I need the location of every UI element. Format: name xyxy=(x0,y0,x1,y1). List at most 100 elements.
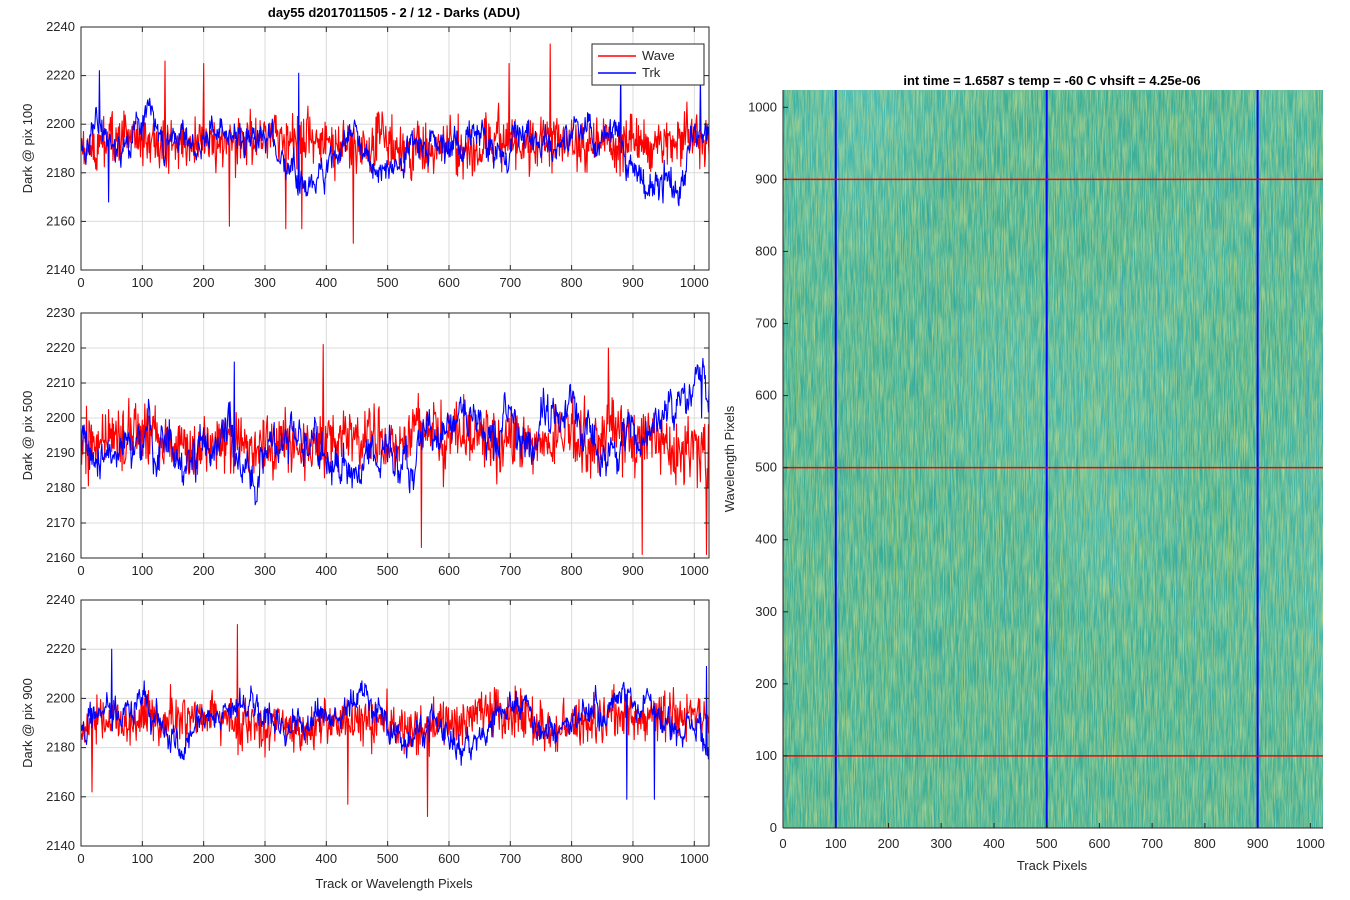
x-tick-label: 0 xyxy=(77,563,84,578)
x-tick-label: 400 xyxy=(315,851,337,866)
dark-pix-900-plot: 0 100 200 300 400 500 600 700 800 900 1000 2140 2160… xyxy=(20,592,710,866)
x-tick-label: 600 xyxy=(438,851,460,866)
x-tick-label: 0 xyxy=(77,275,84,290)
y-tick-label: 2210 xyxy=(46,375,75,390)
x-tick-label: 100 xyxy=(131,275,153,290)
x-tick-label: 0 xyxy=(77,851,84,866)
axes-box xyxy=(80,312,710,559)
heatmap-x-axis-label: Track Pixels xyxy=(1017,858,1088,873)
x-tick-label: 300 xyxy=(254,851,276,866)
x-tick-label: 700 xyxy=(499,563,521,578)
x-tick-label: 300 xyxy=(254,275,276,290)
y-tick-label: 2180 xyxy=(46,740,75,755)
heatmap-y-tick-label: 500 xyxy=(755,460,777,475)
heatmap-y-tick-label: 100 xyxy=(755,748,777,763)
x-tick-label: 500 xyxy=(377,275,399,290)
x-tick-label: 400 xyxy=(315,563,337,578)
y-tick-label: 2140 xyxy=(46,838,75,853)
y-tick-label: 2180 xyxy=(46,165,75,180)
y-tick-label: 2200 xyxy=(46,410,75,425)
dark-pix-500-plot: 0 100 200 300 400 500 600 700 800 900 1000 2160 2170… xyxy=(20,305,710,578)
y-tick-label: 2220 xyxy=(46,340,75,355)
figure-title: day55 d2017011505 - 2 / 12 - Darks (ADU) xyxy=(268,5,520,20)
heatmap-x-tick-label: 700 xyxy=(1141,836,1163,851)
series-line-wave xyxy=(81,43,710,244)
heatmap-y-tick-label: 600 xyxy=(755,388,777,403)
y-tick-label: 2180 xyxy=(46,480,75,495)
heatmap-x-tick-label: 900 xyxy=(1247,836,1269,851)
x-tick-label: 100 xyxy=(131,851,153,866)
y-tick-label: 2200 xyxy=(46,690,75,705)
x-tick-label: 800 xyxy=(561,275,583,290)
x-tick-label: 700 xyxy=(499,275,521,290)
y-tick-label: 2170 xyxy=(46,515,75,530)
heatmap-y-tick-label: 300 xyxy=(755,604,777,619)
dark-pix-100-plot: 0 100 200 300 400 500 600 700 800 900 1000 2140 2160… xyxy=(20,19,710,290)
y-tick-label: 2220 xyxy=(46,68,75,83)
heatmap-title: int time = 1.6587 s temp = -60 C vhsift … xyxy=(903,73,1200,88)
x-tick-label: 200 xyxy=(193,563,215,578)
heatmap-x-tick-label: 300 xyxy=(930,836,952,851)
heatmap-x-tick-label: 800 xyxy=(1194,836,1216,851)
x-tick-label: 200 xyxy=(193,851,215,866)
heatmap-y-axis-label: Wavelength Pixels xyxy=(722,405,737,512)
y-tick-label: 2230 xyxy=(46,305,75,320)
y-tick-label: 2140 xyxy=(46,262,75,277)
heatmap-y-tick-label: 700 xyxy=(755,316,777,331)
heatmap-y-tick-label: 900 xyxy=(755,171,777,186)
x-tick-label: 1000 xyxy=(680,275,709,290)
legend-label-wave: Wave xyxy=(642,48,675,63)
x-tick-label: 500 xyxy=(377,851,399,866)
axes-box xyxy=(80,26,710,271)
heatmap-x-tick-label: 0 xyxy=(779,836,786,851)
y-tick-label: 2240 xyxy=(46,19,75,34)
legend-box xyxy=(591,43,705,86)
x-tick-label: 300 xyxy=(254,563,276,578)
y-tick-label: 2160 xyxy=(46,213,75,228)
heatmap-x-tick-label: 400 xyxy=(983,836,1005,851)
series-line-wave xyxy=(81,624,710,818)
heatmap-x-tick-label: 200 xyxy=(878,836,900,851)
heatmap-y-tick-label: 800 xyxy=(755,243,777,258)
y-axis-label: Dark @ pix 500 xyxy=(20,391,35,481)
x-tick-label: 900 xyxy=(622,275,644,290)
y-tick-label: 2190 xyxy=(46,445,75,460)
series-line-trk xyxy=(81,357,710,506)
axes-box xyxy=(80,599,710,847)
heatmap-x-tick-label: 500 xyxy=(1036,836,1058,851)
heatmap-pixel-texture xyxy=(783,90,1323,828)
y-axis-label: Dark @ pix 900 xyxy=(20,678,35,768)
legend: Wave Trk xyxy=(591,43,705,86)
heatmap-y-tick-label: 200 xyxy=(755,676,777,691)
x-tick-label: 900 xyxy=(622,851,644,866)
x-tick-label: 100 xyxy=(131,563,153,578)
heatmap-x-tick-label: 600 xyxy=(1089,836,1111,851)
heatmap-y-tick-label: 400 xyxy=(755,532,777,547)
heatmap-x-tick-label: 100 xyxy=(825,836,847,851)
x-tick-label: 700 xyxy=(499,851,521,866)
x-tick-label: 800 xyxy=(561,563,583,578)
x-tick-label: 400 xyxy=(315,275,337,290)
x-tick-label: 600 xyxy=(438,563,460,578)
shared-x-axis-label: Track or Wavelength Pixels xyxy=(315,876,473,891)
y-tick-label: 2240 xyxy=(46,592,75,607)
heatmap-y-tick-label: 1000 xyxy=(748,99,777,114)
y-tick-label: 2160 xyxy=(46,550,75,565)
x-tick-label: 600 xyxy=(438,275,460,290)
x-tick-label: 1000 xyxy=(680,563,709,578)
heatmap-y-tick-label: 0 xyxy=(770,820,777,835)
y-axis-label: Dark @ pix 100 xyxy=(20,104,35,194)
y-tick-label: 2160 xyxy=(46,789,75,804)
x-tick-label: 1000 xyxy=(680,851,709,866)
y-tick-label: 2200 xyxy=(46,116,75,131)
series-line-trk xyxy=(81,70,710,207)
x-tick-label: 800 xyxy=(561,851,583,866)
x-tick-label: 200 xyxy=(193,275,215,290)
series-line-trk xyxy=(81,648,710,800)
x-tick-label: 900 xyxy=(622,563,644,578)
series-line-wave xyxy=(81,343,710,556)
legend-label-trk: Trk xyxy=(642,65,661,80)
x-tick-label: 500 xyxy=(377,563,399,578)
heatmap-x-tick-label: 1000 xyxy=(1296,836,1325,851)
